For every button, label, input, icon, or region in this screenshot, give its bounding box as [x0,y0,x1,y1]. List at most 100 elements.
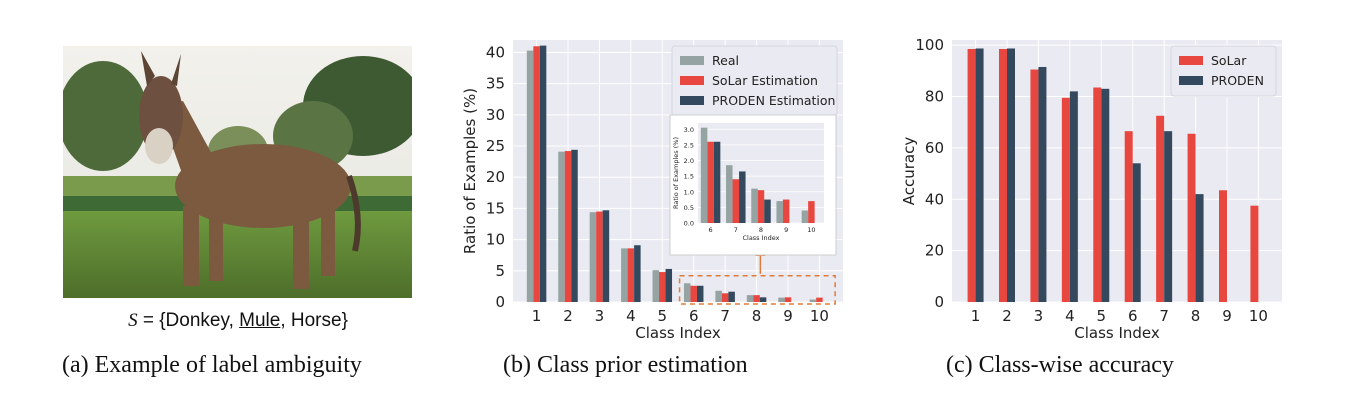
y-tick-label: 25 [486,137,505,155]
y-tick-label: 30 [486,106,505,124]
y-axis-label: Ratio of Examples (%) [461,88,479,254]
bar-real [715,290,722,302]
inset-bar-solar-estimation [782,199,790,223]
bar-real [809,299,817,302]
bar-real [589,212,597,302]
bar-real [558,151,565,302]
class-accuracy-chart: 0 20 40 60 80 100 1 2 3 4 5 6 7 8 9 10 Class Index Accura… [900,36,1282,342]
bar-solar-estimation [816,297,823,302]
y-tick-label: 0 [495,293,505,311]
x-tick-label: 8 [1191,307,1201,325]
x-tick-label: 1 [971,307,981,325]
x-tick-label: 6 [1128,307,1138,325]
bar-proden-estimation [602,210,610,302]
y-tick-label: 20 [486,168,505,186]
bar-solar [999,48,1007,302]
inset-bar-proden-estimation [764,199,771,223]
class-prior-chart: 0 5 10 15 20 25 30 35 40 1 2 3 4 5 6 7 8 9 10 Class Index Ra… [461,40,843,342]
caption-c: (c) Class-wise accuracy [946,352,1174,378]
bar-proden [1164,131,1173,302]
inset-bar-solar-estimation [707,141,714,223]
x-tick-label: 7 [1159,307,1169,325]
bar-proden-estimation [696,285,704,302]
inset-y-tick-label: 1.0 [684,188,694,196]
y-tick-label: 0 [934,293,944,311]
x-tick-label: 9 [1222,307,1232,325]
donkey-photo-icon [63,46,412,298]
inset-x-tick-label: 7 [734,226,738,234]
x-axis-label: Class Index [1074,324,1160,342]
bar-solar [1187,133,1196,302]
bar-proden-estimation [665,268,673,302]
inset-x-tick-label: 6 [709,226,713,234]
inset-y-tick-label: 0.5 [684,204,694,212]
bar-solar [1250,205,1259,302]
bar-solar [1093,87,1102,302]
inset-x-tick-label: 10 [807,226,815,234]
legend-swatch-real [680,56,704,65]
bar-solar-estimation [753,295,760,302]
bar-proden-estimation [634,245,641,302]
legend-swatch-proden-estimation [680,96,704,105]
y-tick-label: 5 [495,262,505,280]
bar-solar [1156,115,1165,303]
legend-label: PRODEN Estimation [712,93,835,108]
x-tick-label: 3 [595,307,605,325]
x-tick-label: 4 [1065,307,1075,325]
bar-solar [1030,69,1039,302]
y-tick-label: 100 [915,36,944,54]
bar-solar-estimation [659,272,666,302]
bar-proden [975,48,984,302]
inset-bar-real [776,201,783,223]
x-axis-label: Class Index [635,324,721,342]
inset-y-tick-label: 1.5 [684,173,694,181]
bar-real [683,283,691,302]
bar-solar-estimation [690,285,697,302]
bar-proden-estimation [539,45,547,302]
inset-bar-real [726,165,733,223]
caption-a: (a) Example of label ambiguity [62,352,362,378]
x-tick-label: 10 [810,307,829,325]
x-tick-label: 9 [783,307,793,325]
bar-proden [1069,91,1078,302]
caption-b: (b) Class prior estimation [503,352,748,378]
inset-y-tick-label: 3.0 [684,126,694,134]
legend-label: PRODEN [1211,73,1264,88]
y-tick-label: 60 [925,139,944,157]
y-axis-label: Accuracy [900,137,918,206]
legend-swatch-solar [1179,56,1203,65]
y-tick-label: 20 [925,242,944,260]
bar-proden [1007,48,1015,302]
y-tick-label: 15 [486,199,505,217]
inset-bar-real [751,188,758,223]
bar-proden-estimation [759,297,767,302]
x-tick-label: 5 [658,307,668,325]
x-tick-label: 6 [689,307,699,325]
x-tick-label: 5 [1097,307,1107,325]
zoom-highlight-box [678,275,836,305]
legend-label: SoLar Estimation [712,73,818,88]
bar-solar [1219,190,1227,302]
x-tick-label: 4 [626,307,636,325]
legend-label: SoLar [1211,53,1247,68]
panel-a: S = {Donkey, Mule, Horse} (a) Example of… [0,0,470,412]
bar-proden-estimation [571,149,578,302]
x-tick-label: 8 [752,307,762,325]
legend-swatch-solar-estimation [680,76,704,85]
bar-real [652,270,660,302]
legend-swatch-proden [1179,76,1203,85]
legend-label: Real [712,53,739,68]
inset-bar-real [700,127,708,223]
bar-proden [1101,88,1110,302]
x-tick-label: 2 [563,307,573,325]
inset-y-tick-label: 2.0 [684,157,694,165]
inset-x-axis-label: Class Index [742,234,779,242]
bar-solar-estimation [784,297,792,302]
bar-solar-estimation [596,211,603,302]
bar-solar [1124,131,1133,302]
bar-solar-estimation [533,46,540,302]
inset-bar-proden-estimation [713,141,721,223]
x-tick-label: 1 [532,307,542,325]
inset-y-axis-label: Ratio of Examples (%) [672,137,680,209]
y-tick-label: 10 [486,231,505,249]
